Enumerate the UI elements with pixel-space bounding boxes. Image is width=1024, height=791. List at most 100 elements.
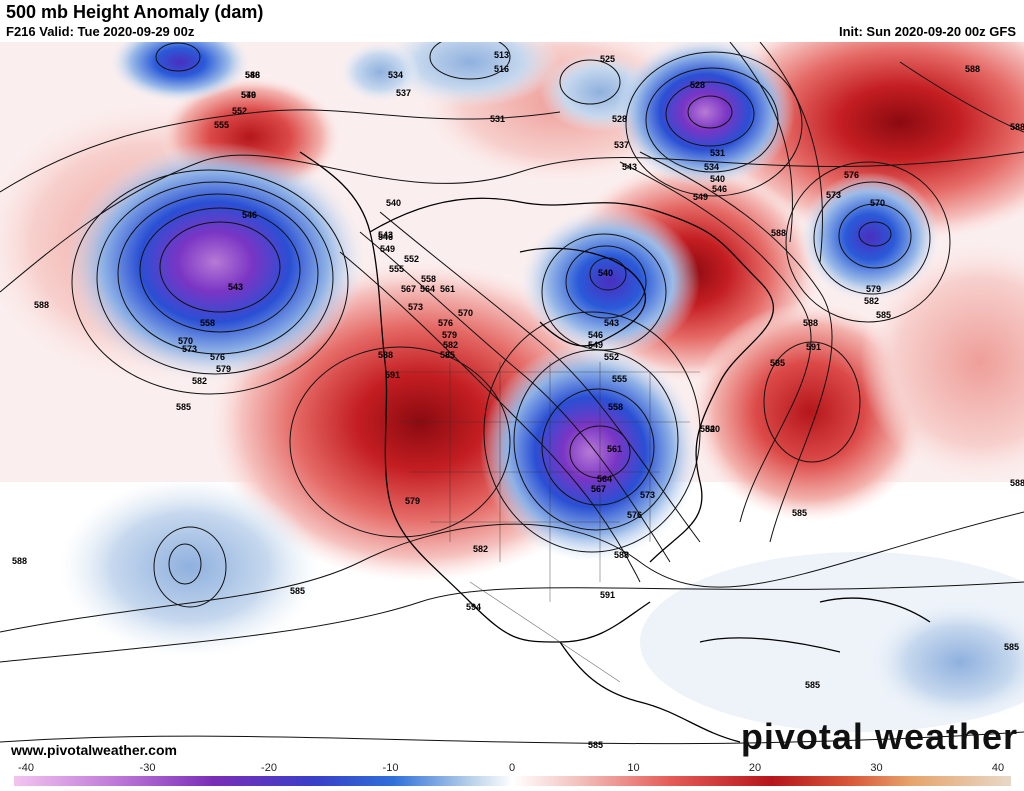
colorbar-tick-label: 30 <box>870 762 883 774</box>
contour-label: 549 <box>588 340 603 350</box>
state-borders <box>390 362 700 683</box>
contour-label: 588 <box>614 550 629 560</box>
contour-label: 573 <box>182 344 197 354</box>
contour-label: 588 <box>245 70 260 80</box>
contour-label: 588 <box>378 350 393 360</box>
contour-label: 591 <box>385 370 400 380</box>
contour-label: 576 <box>627 510 642 520</box>
contour-label: 594 <box>466 602 481 612</box>
contour-label: 540 <box>710 174 725 184</box>
contour-label: 546 <box>378 232 393 242</box>
contour-label: 531 <box>710 148 725 158</box>
contour-label: 585 <box>588 740 603 750</box>
colorbar-tick-label: 10 <box>627 762 640 774</box>
contour-label: 555 <box>389 264 404 274</box>
brand-logo: pivotal weather <box>740 716 1018 757</box>
contour-label: 558 <box>608 402 623 412</box>
contour-label: 543 <box>378 230 393 240</box>
contour-label: 588 <box>1010 478 1024 488</box>
contour-label: 588 <box>965 64 980 74</box>
contour-label: 576 <box>210 352 225 362</box>
contour-label: 543 <box>622 162 637 172</box>
map-title: 500 mb Height Anomaly (dam) <box>6 2 264 22</box>
contour-label: 537 <box>614 140 629 150</box>
contour-label: 513 <box>494 50 509 60</box>
contour-label: 558 <box>200 318 215 328</box>
contour-label: 579 <box>866 284 881 294</box>
contour-label: 588 <box>771 228 786 238</box>
colorbar-tick-label: 20 <box>748 762 762 774</box>
contour-label: 558 <box>421 274 436 284</box>
contour-label: 573 <box>640 490 655 500</box>
contour-label: 543 <box>228 282 243 292</box>
contour-label: 585 <box>770 358 785 368</box>
contour-label: 582 <box>443 340 458 350</box>
contour-label: 546 <box>588 330 603 340</box>
contour-label: 570 <box>178 336 193 346</box>
height-contours <box>0 42 1024 745</box>
colorbar-tick-label: 40 <box>991 762 1005 774</box>
contour-label: 585 <box>176 402 191 412</box>
contour-label: 543 <box>604 318 619 328</box>
contour-label: 549 <box>241 90 256 100</box>
contour-label: 579 <box>405 496 420 506</box>
contour-label: 564 <box>597 474 612 484</box>
contour-label: 585 <box>1004 642 1019 652</box>
contour-labels: 5465495525555345375315135165255285285315… <box>12 50 1024 750</box>
contour-label: 585 <box>792 508 807 518</box>
contour-label: 537 <box>396 88 411 98</box>
contour-label: 576 <box>438 318 453 328</box>
website-url: www.pivotalweather.com <box>8 742 180 758</box>
colorbar-tick-label: -10 <box>382 762 399 774</box>
contour-label: 525 <box>600 54 615 64</box>
height-anomaly-map: 5465495525555345375315135165255285285315… <box>0 42 1024 760</box>
contour-label: 561 <box>440 284 455 294</box>
valid-time: F216 Valid: Tue 2020-09-29 00z <box>6 24 195 39</box>
contour-label: 570 <box>870 198 885 208</box>
contour-label: 582 <box>473 544 488 554</box>
init-time: Init: Sun 2020-09-20 00z GFS <box>838 24 1016 39</box>
contour-label: 582 <box>192 376 207 386</box>
contour-label: 585 <box>440 350 455 360</box>
contour-label: 534 <box>388 70 403 80</box>
contour-label: 549 <box>380 244 395 254</box>
contour-label: 585 <box>876 310 891 320</box>
contour-label: 540 <box>386 198 401 208</box>
contour-label: 591 <box>600 590 615 600</box>
contour-label: 546 <box>242 210 257 220</box>
contour-label: 576 <box>241 90 256 100</box>
colorbar-tick-label: 0 <box>508 762 516 774</box>
contour-label: 585 <box>805 680 820 690</box>
contour-label: 579 <box>442 330 457 340</box>
colorbar-tick-label: -30 <box>139 762 156 774</box>
contour-label: 564 <box>420 284 435 294</box>
contour-label: 516 <box>494 64 509 74</box>
contour-label: 582 <box>864 296 879 306</box>
contour-label: 549 <box>693 192 708 202</box>
contour-label: 540 <box>705 424 720 434</box>
contour-label: 588 <box>1010 122 1024 132</box>
contour-label: 567 <box>401 284 416 294</box>
colorbar-tick-label: -40 <box>18 762 34 774</box>
contour-label: 528 <box>690 80 705 90</box>
contour-label: 546 <box>712 184 727 194</box>
colorbar <box>14 776 1011 786</box>
contour-label: 528 <box>612 114 627 124</box>
contour-label: 588 <box>803 318 818 328</box>
contour-label: 582 <box>700 424 715 434</box>
contour-label: 552 <box>404 254 419 264</box>
contour-label: 534 <box>704 162 719 172</box>
contour-label: 573 <box>408 302 423 312</box>
contour-label: 531 <box>490 114 505 124</box>
contour-label: 546 <box>245 70 260 80</box>
colorbar-tick-label: -20 <box>261 762 277 774</box>
contour-label: 585 <box>290 586 305 596</box>
contour-label: 567 <box>591 484 606 494</box>
contour-label: 576 <box>844 170 859 180</box>
contour-label: 540 <box>598 268 613 278</box>
contour-label: 555 <box>612 374 627 384</box>
contour-label: 591 <box>806 342 821 352</box>
contour-label: 573 <box>826 190 841 200</box>
contour-label: 561 <box>607 444 622 454</box>
contour-label: 579 <box>216 364 231 374</box>
